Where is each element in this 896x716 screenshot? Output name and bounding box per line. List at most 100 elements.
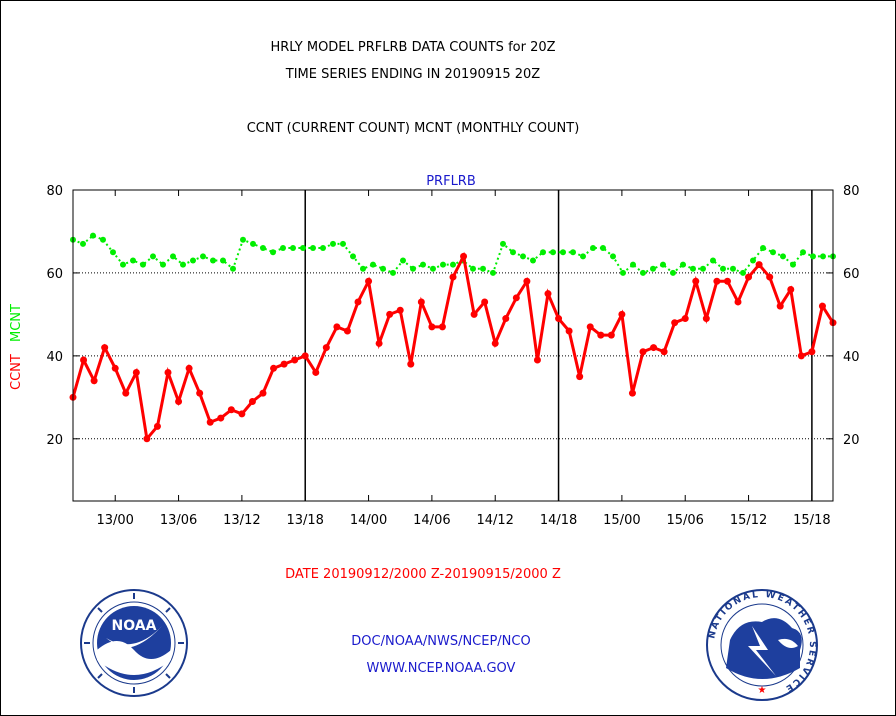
data-point-mcnt xyxy=(370,261,376,268)
x-tick-label: 13/18 xyxy=(286,513,323,528)
data-point-mcnt xyxy=(250,240,256,247)
data-point-mcnt xyxy=(340,240,346,247)
data-point-ccnt xyxy=(396,306,404,314)
data-point-mcnt xyxy=(780,253,786,260)
series-mcnt xyxy=(70,232,836,276)
data-point-mcnt xyxy=(200,253,206,260)
y-tick-label-right: 60 xyxy=(843,267,860,282)
data-point-ccnt xyxy=(291,356,299,364)
data-point-mcnt xyxy=(470,265,476,272)
data-point-mcnt xyxy=(570,249,576,256)
data-point-ccnt xyxy=(481,298,489,306)
data-point-ccnt xyxy=(818,302,826,310)
data-point-mcnt xyxy=(150,253,156,260)
data-point-ccnt xyxy=(597,331,605,339)
chart-title-line1: HRLY MODEL PRFLRB DATA COUNTS for 20Z xyxy=(270,40,555,55)
data-point-ccnt xyxy=(438,323,446,331)
data-point-mcnt xyxy=(420,261,426,268)
data-point-ccnt xyxy=(90,377,98,385)
x-tick-label: 14/06 xyxy=(413,513,450,528)
series-ccnt xyxy=(69,251,837,443)
data-point-ccnt xyxy=(502,315,510,323)
data-point-ccnt xyxy=(153,422,161,430)
data-point-mcnt xyxy=(240,236,246,243)
data-point-mcnt xyxy=(640,269,646,276)
data-point-ccnt xyxy=(787,286,795,294)
data-point-ccnt xyxy=(671,319,679,327)
y-axis-label-ccnt: CCNT xyxy=(9,354,24,390)
plot-title: PRFLRB xyxy=(426,174,476,189)
data-point-mcnt xyxy=(290,245,296,252)
data-point-ccnt xyxy=(797,352,805,360)
data-point-ccnt xyxy=(660,348,668,356)
data-point-mcnt xyxy=(500,240,506,247)
data-point-ccnt xyxy=(460,252,468,260)
data-point-ccnt xyxy=(576,373,584,381)
data-point-ccnt xyxy=(365,277,373,285)
data-point-mcnt xyxy=(520,253,526,260)
x-tick-label: 13/00 xyxy=(96,513,133,528)
data-point-ccnt xyxy=(449,273,457,281)
x-tick-labels: 13/00 13/06 13/12 13/18 14/00 14/06 14/12 14/18… xyxy=(96,190,831,528)
data-point-mcnt xyxy=(680,261,686,268)
data-point-ccnt xyxy=(808,348,816,356)
data-point-ccnt xyxy=(196,389,204,397)
noaa-logo: NOAA xyxy=(80,589,188,697)
data-point-ccnt xyxy=(766,273,774,281)
data-point-ccnt xyxy=(639,348,647,356)
data-point-ccnt xyxy=(745,273,753,281)
data-point-ccnt xyxy=(734,298,742,306)
data-point-mcnt xyxy=(820,253,826,260)
chart-subtitle: CCNT (CURRENT COUNT) MCNT (MONTHLY COUNT… xyxy=(247,121,580,136)
data-point-ccnt xyxy=(428,323,436,331)
data-point-mcnt xyxy=(440,261,446,268)
data-point-mcnt xyxy=(620,269,626,276)
y-tick-label-right: 80 xyxy=(843,184,860,199)
data-point-mcnt xyxy=(510,249,516,256)
data-point-ccnt xyxy=(618,310,626,318)
x-tick-label: 15/06 xyxy=(666,513,703,528)
data-point-ccnt xyxy=(470,310,478,318)
data-point-mcnt xyxy=(390,269,396,276)
data-point-mcnt xyxy=(770,249,776,256)
data-point-ccnt xyxy=(227,406,235,414)
data-point-mcnt xyxy=(750,257,756,264)
data-point-ccnt xyxy=(143,435,151,443)
x-tick-label: 15/00 xyxy=(603,513,640,528)
data-point-mcnt xyxy=(320,245,326,252)
y-axis-label-mcnt: MCNT xyxy=(9,304,24,342)
data-point-ccnt xyxy=(270,364,278,372)
data-point-mcnt xyxy=(810,253,816,260)
data-point-ccnt xyxy=(164,368,172,376)
y-tick-label-left: 80 xyxy=(46,184,63,199)
x-tick-label: 13/12 xyxy=(223,513,260,528)
data-point-ccnt xyxy=(322,344,330,352)
data-point-ccnt xyxy=(407,360,415,368)
data-point-mcnt xyxy=(700,265,706,272)
data-point-ccnt xyxy=(681,315,689,323)
data-point-mcnt xyxy=(670,269,676,276)
data-point-mcnt xyxy=(190,257,196,264)
y-tick-labels: 20 20 40 40 60 60 80 80 xyxy=(46,184,859,448)
data-point-mcnt xyxy=(110,249,116,256)
data-point-ccnt xyxy=(354,298,362,306)
data-point-mcnt xyxy=(610,253,616,260)
data-point-mcnt xyxy=(170,253,176,260)
data-point-mcnt xyxy=(140,261,146,268)
data-point-mcnt xyxy=(310,245,316,252)
data-point-ccnt xyxy=(238,410,246,418)
data-point-mcnt xyxy=(760,245,766,252)
data-point-mcnt xyxy=(380,265,386,272)
data-point-ccnt xyxy=(755,261,763,269)
data-point-ccnt xyxy=(101,344,109,352)
data-point-ccnt xyxy=(491,339,499,347)
data-point-ccnt xyxy=(650,344,658,352)
data-point-ccnt xyxy=(122,389,130,397)
data-point-ccnt xyxy=(312,368,320,376)
data-point-ccnt xyxy=(259,389,267,397)
data-point-mcnt xyxy=(530,257,536,264)
data-point-mcnt xyxy=(690,265,696,272)
x-tick-label: 14/18 xyxy=(540,513,577,528)
data-point-mcnt xyxy=(90,232,96,239)
y-tick-label-left: 20 xyxy=(46,433,63,448)
